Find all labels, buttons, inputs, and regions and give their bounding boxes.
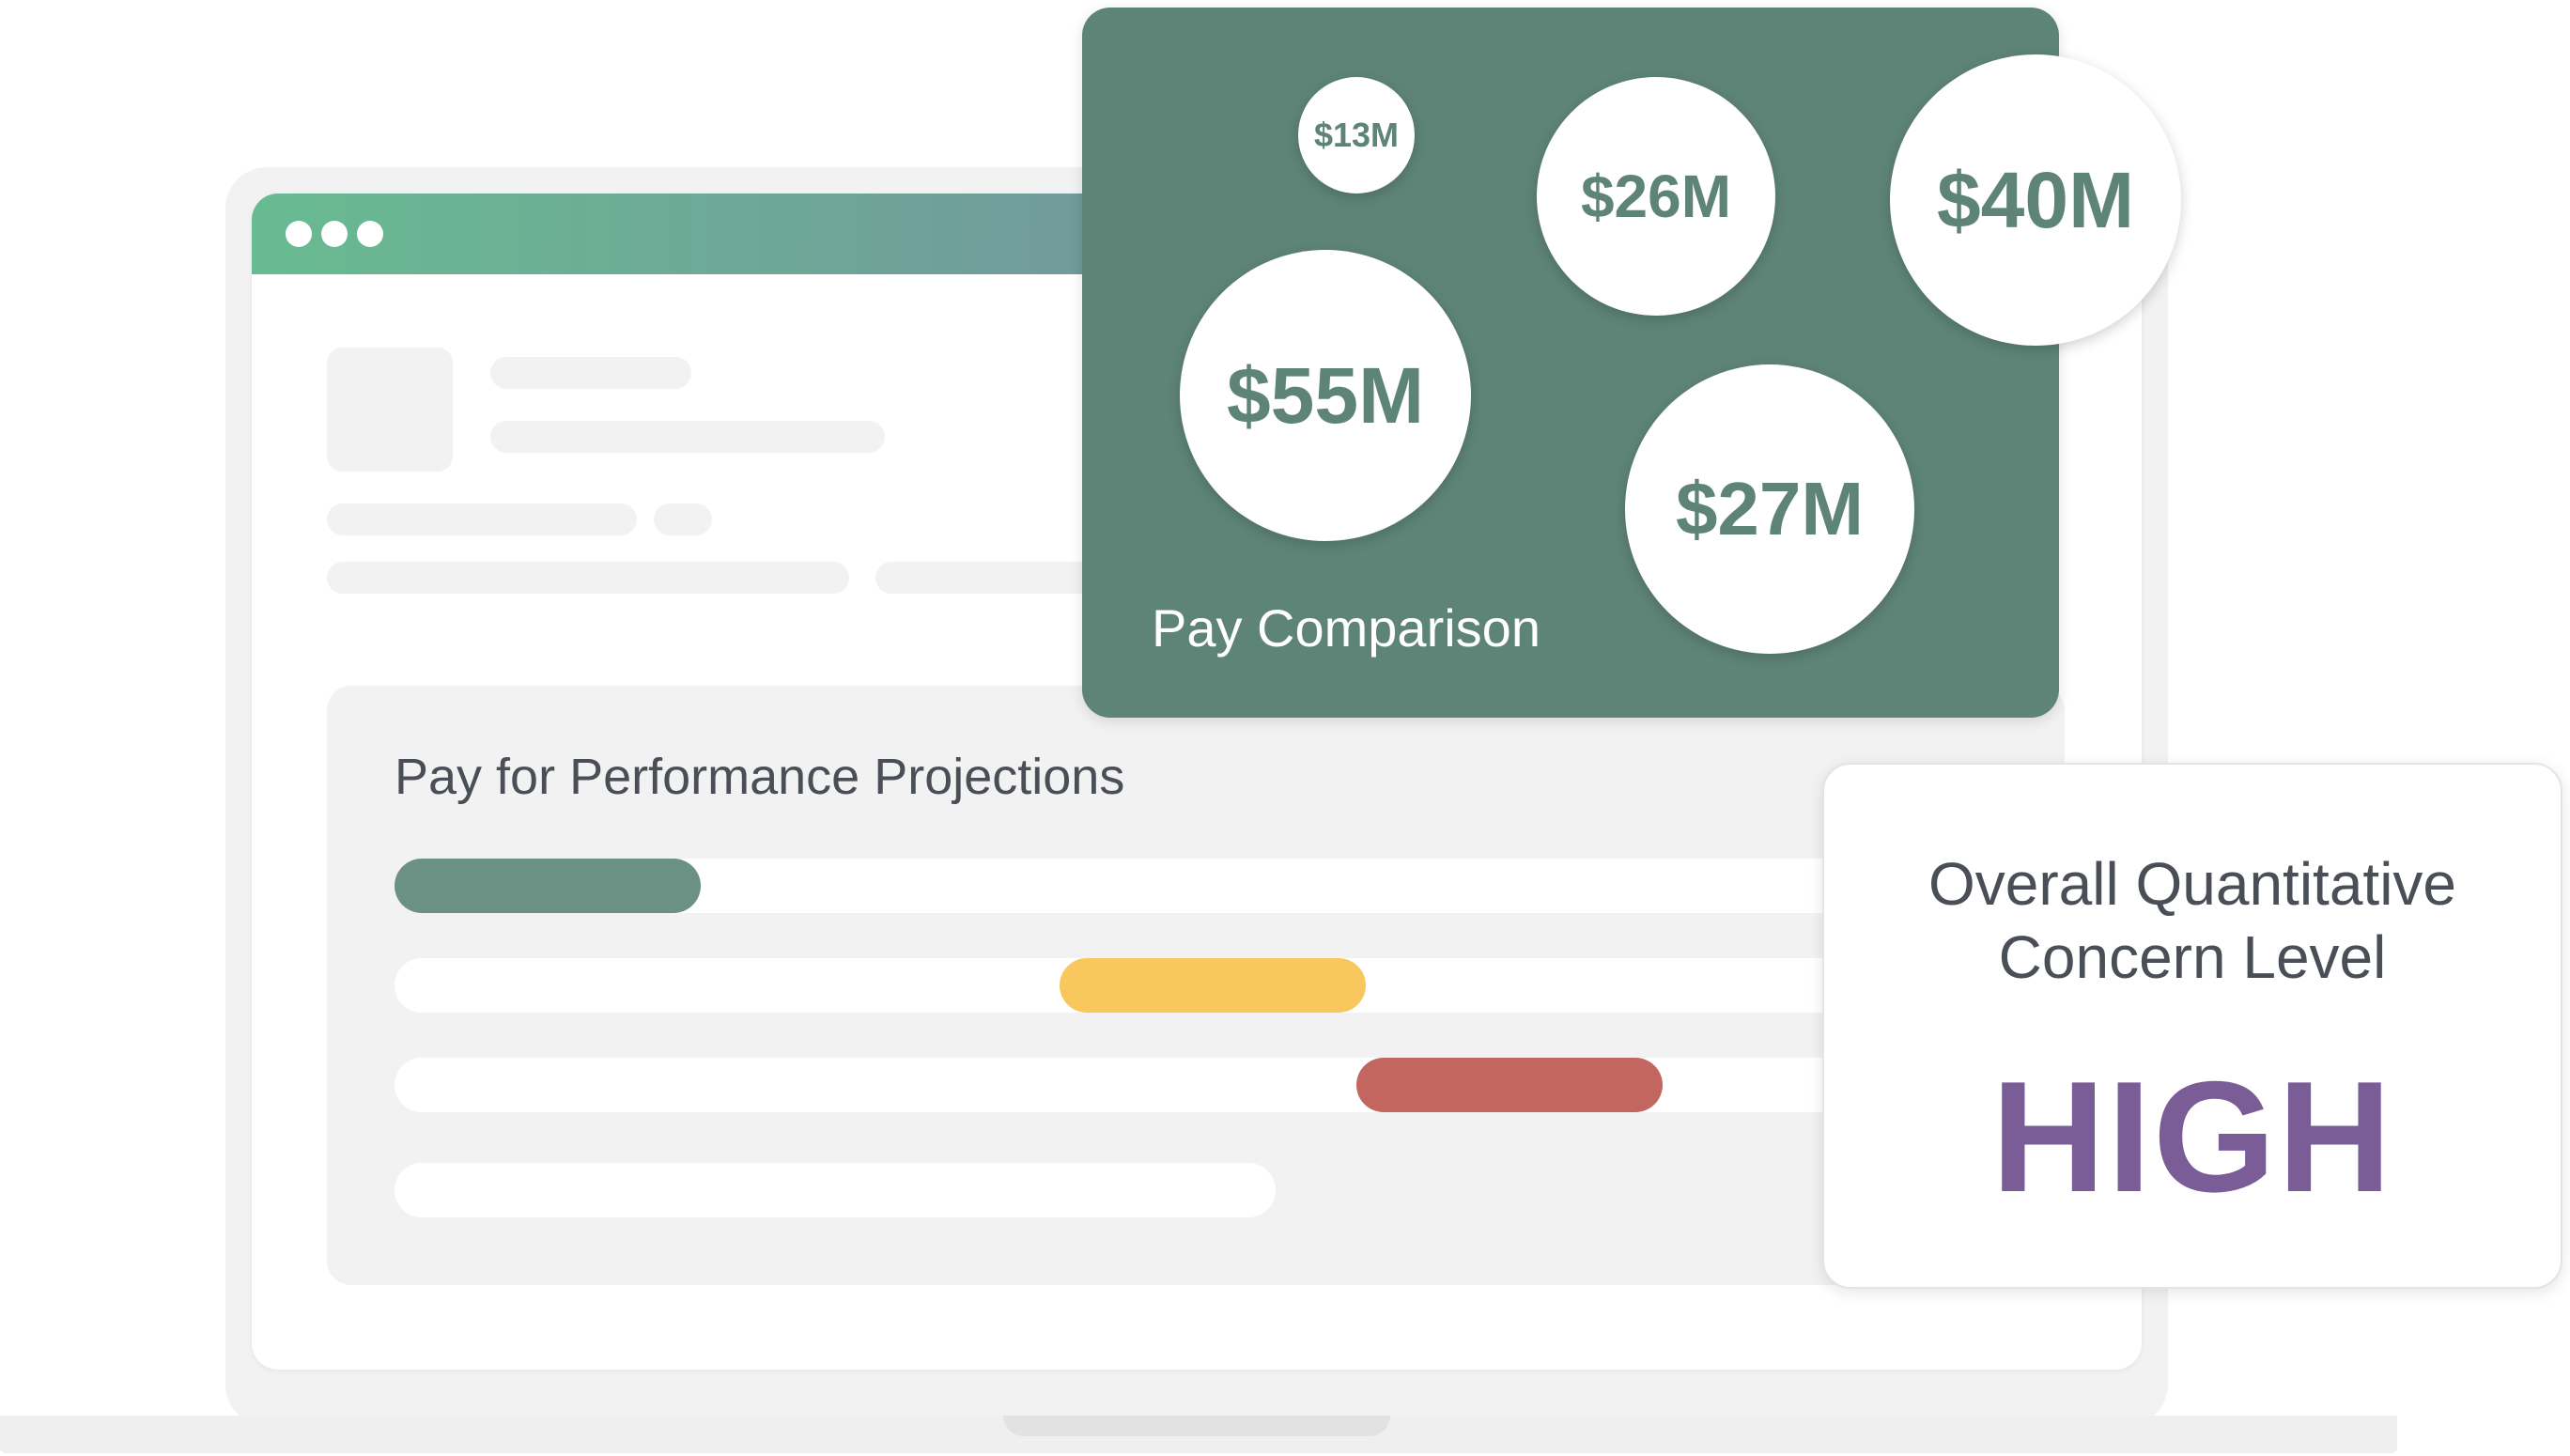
concern-level-value: HIGH [1991,1048,2393,1225]
window-dot-icon[interactable] [321,221,348,247]
pay-bubble: $40M [1890,54,2181,346]
laptop-notch [1003,1416,1390,1436]
progress-track [395,1058,1991,1112]
avatar-placeholder [327,348,453,472]
concern-label: Overall Quantitative Concern Level [1824,847,2561,994]
progress-track [395,958,1991,1013]
skeleton-line [490,357,691,389]
panel-title: Pay for Performance Projections [395,749,1125,805]
window-dot-icon[interactable] [286,221,312,247]
window-dot-icon[interactable] [357,221,383,247]
progress-track [395,859,1991,913]
concern-level-card: Overall Quantitative Concern Level HIGH [1822,763,2562,1289]
performance-panel: Pay for Performance Projections [327,686,2065,1285]
skeleton-line [490,421,885,453]
pay-bubble: $27M [1625,364,1914,654]
bar-yellow [1060,958,1366,1013]
concern-label-line: Overall Quantitative [1928,850,2457,918]
pay-comparison-title: Pay Comparison [1152,598,1540,658]
skeleton-line [327,562,849,594]
pay-bubble: $13M [1298,77,1415,194]
pay-comparison-card: $13M $26M $40M $55M $27M Pay Comparison [1082,8,2181,718]
concern-label-line: Concern Level [1998,923,2387,991]
progress-track-empty [395,1163,1276,1217]
skeleton-line [327,503,637,535]
bar-red [1356,1058,1663,1112]
bar-green [395,859,701,913]
pay-bubble: $26M [1537,77,1775,316]
skeleton-line [654,503,712,535]
pay-bubble: $55M [1180,250,1471,541]
